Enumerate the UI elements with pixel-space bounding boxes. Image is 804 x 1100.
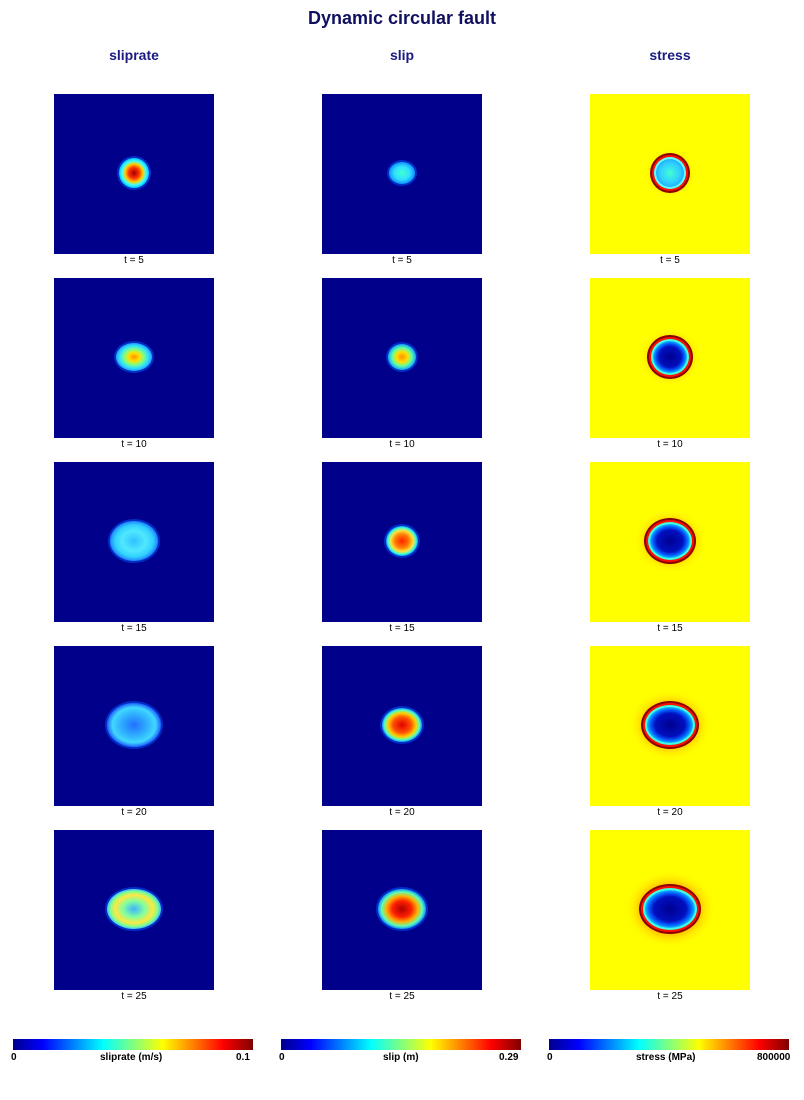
column-title-sliprate: sliprate (109, 47, 159, 63)
heatmap-stress-t20 (590, 646, 750, 806)
heatmap-sliprate-t5 (54, 94, 214, 254)
heatmap-sliprate-t10 (54, 278, 214, 438)
time-label-sliprate-t25: t = 25 (121, 991, 147, 1002)
heatmap-sliprate-t20 (54, 646, 214, 806)
time-label-stress-t5: t = 5 (660, 255, 680, 266)
time-label-slip-t15: t = 15 (389, 623, 415, 634)
heatmap-slip-t25 (322, 830, 482, 990)
colorbar-stress (549, 1039, 789, 1050)
colorbar-sliprate (13, 1039, 253, 1050)
colorbar-stress-min: 0 (547, 1052, 553, 1063)
time-label-slip-t5: t = 5 (392, 255, 412, 266)
colorbar-sliprate-min: 0 (11, 1052, 17, 1063)
time-label-slip-t20: t = 20 (389, 807, 415, 818)
heatmap-stress-t25 (590, 830, 750, 990)
colorbar-stress-max: 800000 (757, 1052, 791, 1063)
heatmap-slip-t10 (322, 278, 482, 438)
time-label-sliprate-t5: t = 5 (124, 255, 144, 266)
figure-title: Dynamic circular fault (307, 8, 497, 28)
time-label-stress-t15: t = 15 (657, 623, 683, 634)
heatmap-sliprate-t25 (54, 830, 214, 990)
heatmap-stress-t10 (590, 278, 750, 438)
colorbar-sliprate-label: sliprate (m/s) (100, 1052, 163, 1063)
colorbar-slip-max: 0.29 (499, 1052, 519, 1063)
heatmap-sliprate-t15 (54, 462, 214, 622)
column-title-stress: stress (649, 47, 691, 63)
time-label-stress-t20: t = 20 (657, 807, 683, 818)
colorbar-slip-min: 0 (279, 1052, 285, 1063)
colorbar-stress-label: stress (MPa) (636, 1052, 696, 1063)
colorbar-sliprate-max: 0.1 (236, 1052, 250, 1063)
heatmap-slip-t5 (322, 94, 482, 254)
time-label-stress-t25: t = 25 (657, 991, 683, 1002)
colorbar-slip-label: slip (m) (383, 1052, 419, 1063)
time-label-sliprate-t20: t = 20 (121, 807, 147, 818)
colorbar-slip (281, 1039, 521, 1050)
heatmap-slip-t15 (322, 462, 482, 622)
time-label-sliprate-t15: t = 15 (121, 623, 147, 634)
time-label-stress-t10: t = 10 (657, 439, 683, 450)
heatmap-stress-t5 (590, 94, 750, 254)
time-label-slip-t25: t = 25 (389, 991, 415, 1002)
time-label-slip-t10: t = 10 (389, 439, 415, 450)
heatmap-slip-t20 (322, 646, 482, 806)
heatmap-stress-t15 (590, 462, 750, 622)
time-label-sliprate-t10: t = 10 (121, 439, 147, 450)
column-title-slip: slip (389, 47, 415, 63)
